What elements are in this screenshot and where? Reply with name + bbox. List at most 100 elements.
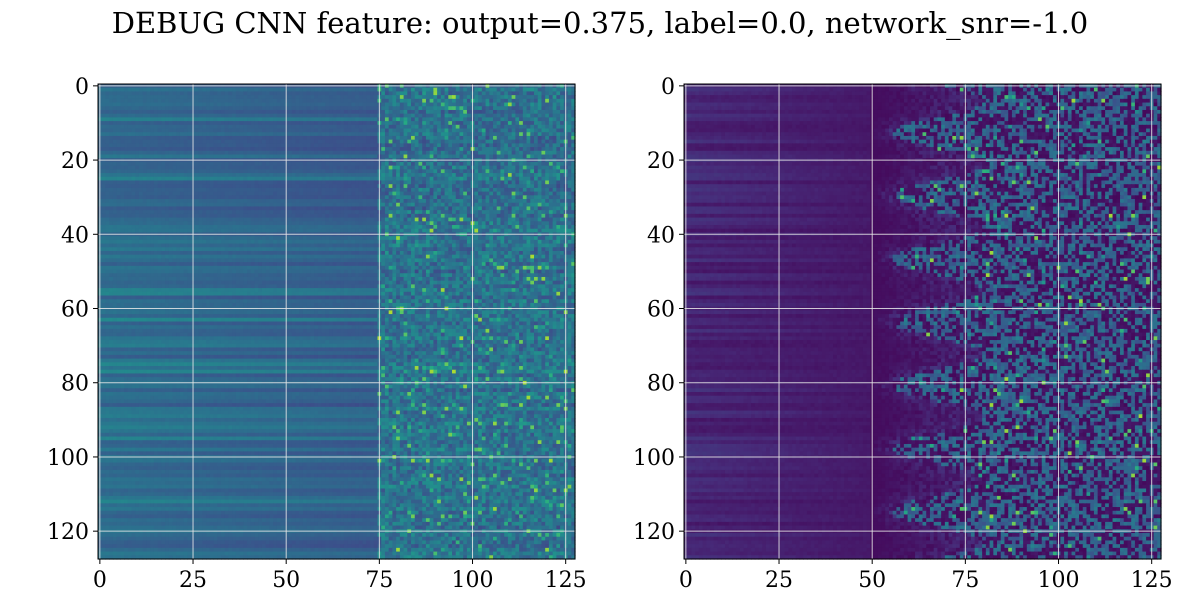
- heatmap-cell: [228, 165, 233, 170]
- heatmap-cell: [433, 210, 438, 215]
- heatmap-cell: [515, 132, 520, 137]
- heatmap-cell: [299, 191, 304, 196]
- heatmap-cell: [325, 221, 330, 226]
- heatmap-cell: [329, 195, 334, 200]
- heatmap-cell: [396, 113, 401, 118]
- heatmap-cell: [399, 109, 405, 115]
- heatmap-cell: [381, 206, 386, 211]
- heatmap-cell: [235, 180, 241, 185]
- heatmap-cell: [403, 210, 408, 215]
- heatmap-cell: [571, 187, 576, 193]
- heatmap-cell: [347, 195, 353, 200]
- heatmap-cell: [463, 202, 468, 208]
- heatmap-cell: [455, 95, 461, 100]
- heatmap-cell: [306, 132, 312, 137]
- heatmap-cell: [444, 106, 449, 111]
- heatmap-cell: [556, 161, 561, 167]
- heatmap-cell: [466, 210, 472, 215]
- heatmap-cell: [370, 180, 375, 185]
- heatmap-cell: [560, 95, 565, 100]
- heatmap-cell: [224, 195, 230, 200]
- heatmap-cell: [358, 217, 364, 222]
- heatmap-cell: [261, 102, 267, 107]
- heatmap-cell: [396, 150, 401, 156]
- heatmap-cell: [157, 165, 162, 170]
- heatmap-cell: [515, 98, 520, 104]
- heatmap-cell: [157, 124, 162, 130]
- heatmap-cell: [220, 121, 226, 126]
- heatmap-cell: [179, 165, 185, 170]
- heatmap-cell: [314, 213, 319, 219]
- heatmap-cell: [347, 135, 353, 141]
- heatmap-cell: [496, 106, 502, 111]
- heatmap-cell: [314, 102, 319, 107]
- heatmap-cell: [541, 109, 546, 115]
- heatmap-cell: [493, 221, 498, 226]
- heatmap-cell: [392, 121, 397, 126]
- heatmap-cell: [258, 113, 263, 118]
- heatmap-cell: [280, 165, 285, 170]
- heatmap-cell: [425, 102, 431, 107]
- heatmap-cell: [172, 195, 177, 200]
- heatmap-cell: [444, 210, 449, 215]
- heatmap-cell: [552, 161, 557, 167]
- heatmap-cell: [247, 117, 252, 122]
- heatmap-cell: [325, 143, 330, 148]
- heatmap-cell: [273, 117, 278, 122]
- heatmap-cell: [351, 139, 356, 144]
- heatmap-cell: [124, 150, 129, 156]
- heatmap-cell: [239, 147, 244, 152]
- heatmap-cell: [548, 221, 554, 226]
- heatmap-cell: [437, 106, 442, 111]
- heatmap-cell: [519, 124, 524, 130]
- heatmap-cell: [317, 117, 323, 122]
- heatmap-cell: [396, 184, 401, 189]
- heatmap-cell: [481, 184, 487, 189]
- heatmap-cell: [437, 206, 442, 211]
- heatmap-cell: [228, 143, 233, 148]
- heatmap-cell: [537, 221, 543, 226]
- heatmap-cell: [213, 91, 218, 96]
- heatmap-cell: [534, 176, 539, 182]
- heatmap-cell: [507, 113, 513, 118]
- heatmap-cell: [567, 173, 572, 178]
- heatmap-cell: [120, 91, 125, 96]
- heatmap-cell: [545, 217, 550, 222]
- heatmap-cell: [176, 106, 181, 111]
- heatmap-cell: [399, 210, 405, 215]
- heatmap-cell: [493, 199, 498, 204]
- heatmap-cell: [448, 143, 453, 148]
- heatmap-cell: [179, 132, 185, 137]
- heatmap-cell: [235, 95, 241, 100]
- heatmap-cell: [537, 161, 543, 167]
- heatmap-cell: [552, 210, 557, 215]
- heatmap-cell: [351, 176, 356, 182]
- heatmap-cell: [194, 225, 200, 230]
- heatmap-cell: [437, 139, 442, 144]
- heatmap-cell: [243, 225, 248, 230]
- heatmap-cell: [440, 147, 446, 152]
- heatmap-cell: [384, 184, 390, 189]
- heatmap-cell: [321, 91, 326, 96]
- heatmap-cell: [325, 117, 330, 122]
- heatmap-cell: [306, 217, 312, 222]
- heatmap-cell: [325, 121, 330, 126]
- heatmap-cell: [101, 91, 107, 96]
- heatmap-cell: [232, 213, 237, 219]
- heatmap-cell: [399, 139, 405, 144]
- heatmap-cell: [273, 169, 278, 174]
- heatmap-cell: [347, 206, 353, 211]
- heatmap-cell: [448, 213, 453, 219]
- heatmap-cell: [276, 87, 282, 93]
- heatmap-cell: [194, 202, 200, 208]
- heatmap-cell: [355, 139, 360, 144]
- heatmap-cell: [396, 225, 401, 230]
- heatmap-cell: [224, 154, 230, 159]
- heatmap-cell: [384, 109, 390, 115]
- heatmap-cell: [478, 128, 483, 133]
- heatmap-cell: [250, 225, 256, 230]
- heatmap-cell: [153, 195, 159, 200]
- heatmap-cell: [489, 128, 494, 133]
- heatmap-cell: [567, 135, 572, 141]
- heatmap-cell: [276, 217, 282, 222]
